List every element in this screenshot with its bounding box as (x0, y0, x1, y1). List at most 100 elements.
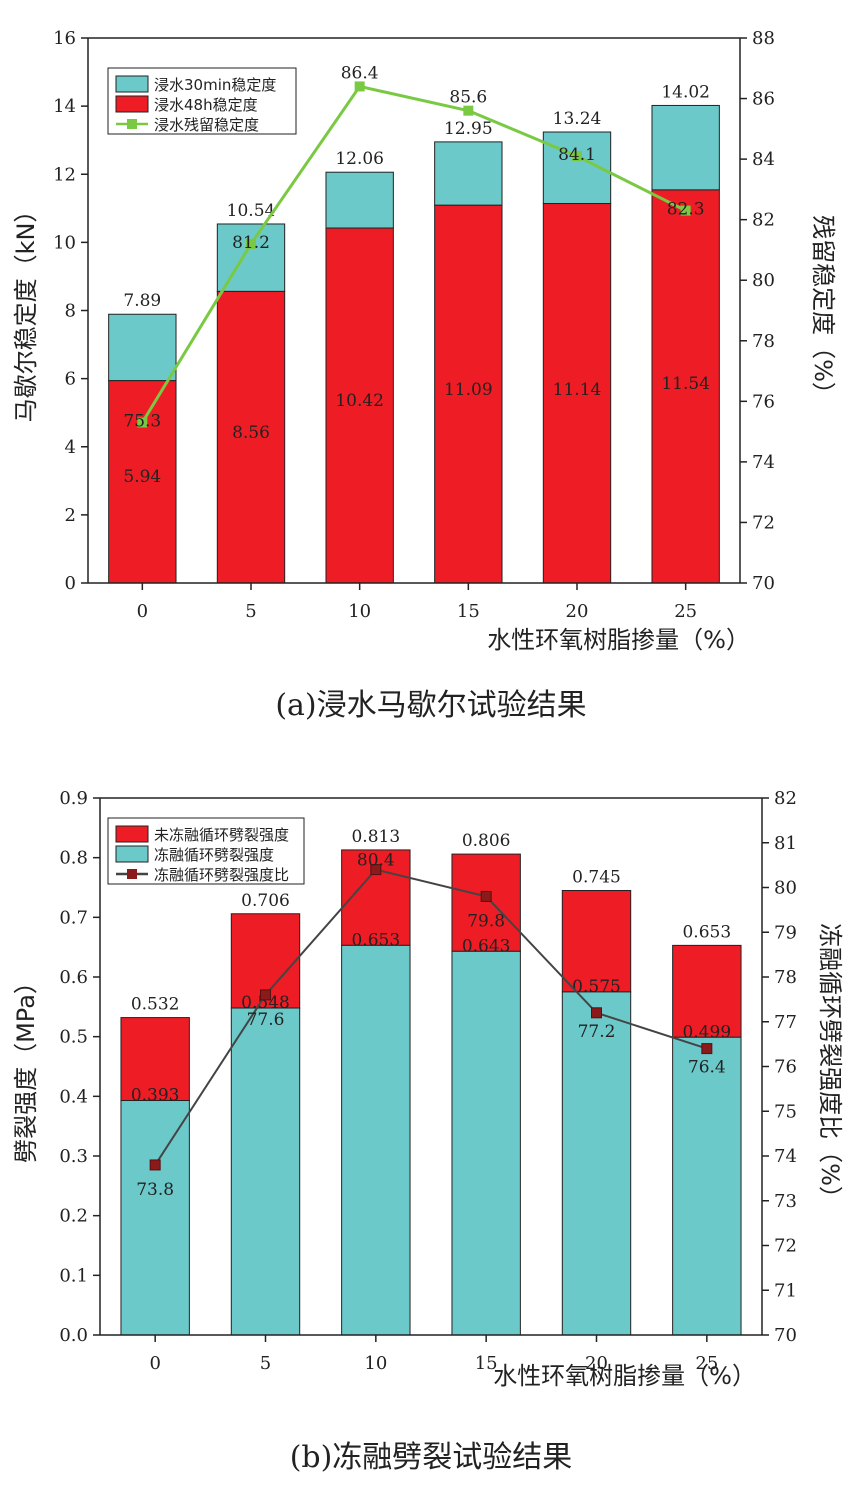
legend-swatch (115, 825, 149, 843)
y2-tick-label: 76 (774, 1057, 797, 1078)
line-value-label: 85.6 (449, 88, 487, 108)
total-value-label: 0.532 (131, 995, 180, 1015)
total-value-label: 12.06 (335, 149, 384, 169)
line-value-label: 80.4 (357, 851, 395, 871)
line-value-label: 77.6 (247, 1010, 285, 1030)
x-axis-title: 水性环氧树脂掺量（%） (493, 1362, 756, 1390)
chart-b: 0.0 0.1 0.2 0.3 0.4 0.5 0.6 0.7 0.8 0.9 70 71 72 73 74… (12, 788, 844, 1390)
bar-top-25 (651, 104, 720, 191)
y2-tick-label: 72 (774, 1236, 797, 1257)
x-tick-label: 0 (137, 601, 148, 622)
base-value-label: 0.393 (131, 1086, 180, 1106)
x-tick-label: 15 (475, 1353, 498, 1374)
x-axis-title: 水性环氧树脂掺量（%） (487, 626, 750, 654)
y-tick-label: 0.6 (59, 967, 88, 988)
y2-tick-label: 72 (752, 512, 775, 533)
y2-tick-label: 80 (752, 270, 775, 291)
line-value-label: 77.2 (578, 1022, 616, 1042)
y-axis-title: 劈裂强度（MPa） (12, 970, 40, 1163)
line-point-10 (354, 81, 365, 92)
line-point-0 (137, 417, 148, 428)
y-tick-label: 0.3 (59, 1146, 88, 1167)
y-axis-title: 马歇尔稳定度（kN） (12, 199, 40, 423)
total-value-label: 0.653 (682, 922, 731, 942)
y2-tick-label: 78 (774, 967, 797, 988)
bar-base-0 (108, 380, 177, 584)
y2-axis-title: 残留稳定度（%） (809, 215, 837, 406)
bar-top-20 (561, 889, 632, 993)
line-point-10 (370, 864, 382, 876)
line-point-15 (480, 890, 492, 902)
y2-tick-label: 75 (774, 1101, 797, 1122)
y2-tick-label: 88 (752, 28, 775, 49)
x-tick-label: 20 (585, 1353, 608, 1374)
y-tick-label: 0.2 (59, 1206, 88, 1227)
base-value-label: 0.643 (462, 936, 511, 956)
line-point-15 (463, 105, 474, 116)
total-value-label: 0.745 (572, 867, 621, 887)
total-value-label: 10.54 (227, 201, 276, 221)
line-point-0 (149, 1159, 161, 1171)
bar-base-5 (216, 290, 286, 584)
y2-tick-label: 86 (752, 89, 775, 110)
y-tick-label: 0.4 (59, 1086, 88, 1107)
caption-b: (b)冻融劈裂试验结果 (289, 1440, 573, 1475)
y2-axis-title: 冻融循环劈裂强度比（%） (816, 923, 844, 1210)
legend-label: 未冻融循环劈裂强度 (154, 826, 289, 844)
base-value-label: 11.09 (444, 380, 493, 400)
y2-tick-label: 74 (752, 452, 775, 473)
y-tick-label: 0.5 (59, 1027, 88, 1048)
legend-marker-swatch (127, 119, 137, 129)
legend-label: 浸水残留稳定度 (154, 116, 259, 134)
bar-base-10 (341, 944, 411, 1336)
y-tick-label: 0.9 (59, 788, 88, 809)
legend-swatch (115, 95, 149, 113)
line-point-20 (572, 151, 582, 162)
series-line (154, 868, 708, 1166)
bar-base-0 (120, 1100, 190, 1336)
line-value-label: 82.3 (667, 200, 705, 220)
x-tick-label: 10 (364, 1353, 387, 1374)
legend-label: 冻融循环劈裂强度比 (154, 866, 289, 884)
base-value-label: 8.56 (232, 423, 270, 443)
legend-swatch (115, 75, 149, 93)
x-tick-label: 20 (566, 601, 589, 622)
x-tick-label: 0 (149, 1353, 160, 1374)
line-point-20 (591, 1007, 602, 1019)
base-value-label: 11.14 (553, 380, 602, 400)
x-tick-label: 5 (260, 1353, 271, 1374)
total-value-label: 13.24 (553, 109, 602, 129)
y-tick-label: 0.8 (59, 848, 88, 869)
y-tick-label: 8 (65, 301, 76, 322)
line-point-25 (680, 205, 691, 216)
line-value-label: 86.4 (341, 63, 379, 83)
bar-top-25 (672, 944, 742, 1038)
line-value-label: 81.2 (232, 233, 270, 253)
line-point-5 (246, 238, 256, 249)
line-value-label: 79.8 (467, 911, 505, 931)
y2-tick-label: 81 (774, 833, 797, 854)
bar-base-15 (434, 204, 503, 584)
bar-base-25 (651, 189, 720, 584)
bar-top-0 (120, 1017, 190, 1102)
y2-tick-label: 77 (774, 1012, 797, 1033)
legend-swatch (115, 845, 149, 863)
total-value-label: 0.806 (462, 831, 511, 851)
y2-tick-label: 76 (752, 391, 775, 412)
base-value-label: 0.499 (682, 1022, 731, 1042)
bar-base-20 (561, 991, 632, 1336)
y-tick-label: 4 (65, 437, 76, 458)
y-tick-label: 0 (65, 573, 76, 594)
line-value-label: 84.1 (558, 145, 596, 165)
total-value-label: 12.95 (444, 119, 493, 139)
base-value-label: 0.653 (351, 930, 400, 950)
x-tick-label: 5 (245, 601, 256, 622)
y2-tick-label: 71 (774, 1280, 797, 1301)
y2-tick-label: 74 (774, 1146, 797, 1167)
y2-tick-label: 84 (752, 149, 775, 170)
total-value-label: 0.813 (351, 827, 400, 847)
y2-tick-label: 70 (774, 1325, 797, 1346)
total-value-label: 7.89 (123, 291, 161, 311)
x-tick-label: 10 (348, 601, 371, 622)
